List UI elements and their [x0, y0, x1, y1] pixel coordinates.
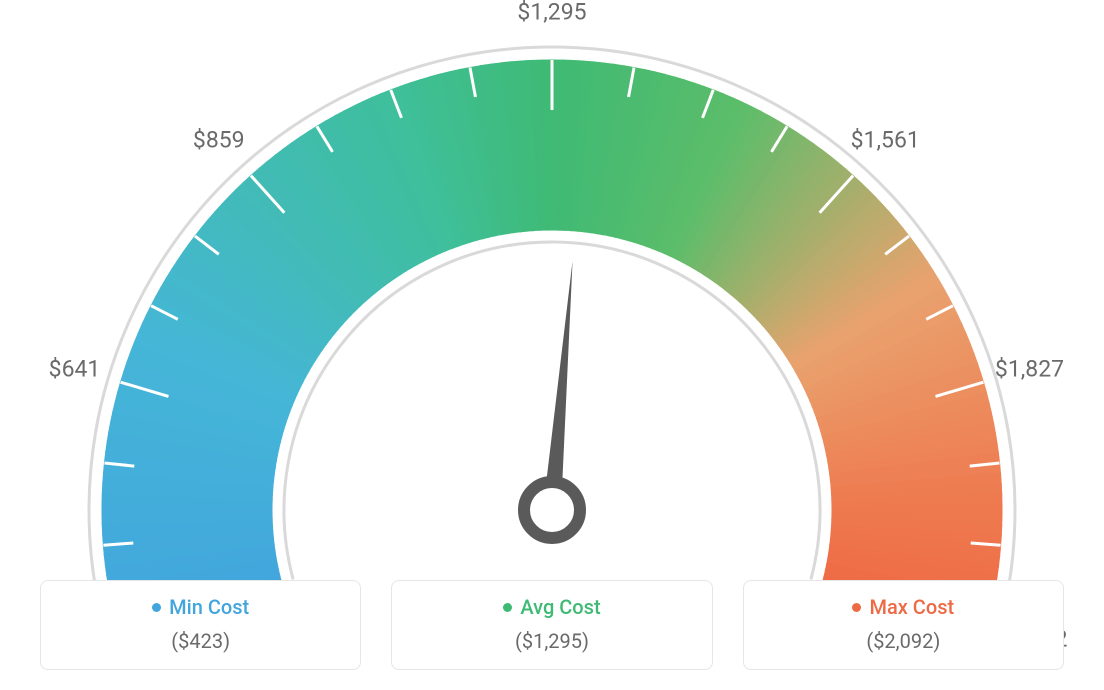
cost-gauge: $423$641$859$1,295$1,561$1,827$2,092: [0, 0, 1104, 580]
legend-card-min: Min Cost ($423): [40, 580, 361, 670]
gauge-tick-label: $1,827: [995, 355, 1064, 382]
legend-value-min: ($423): [51, 629, 350, 653]
legend-value-avg: ($1,295): [402, 629, 701, 653]
legend-title-text: Avg Cost: [520, 595, 600, 619]
legend-value-max: ($2,092): [754, 629, 1053, 653]
legend-title-text: Min Cost: [169, 595, 249, 619]
legend-title-text: Max Cost: [869, 595, 954, 619]
gauge-tick-label: $859: [193, 126, 245, 153]
legend-title-avg: Avg Cost: [503, 595, 600, 619]
legend-title-max: Max Cost: [852, 595, 954, 619]
legend-row: Min Cost ($423) Avg Cost ($1,295) Max Co…: [40, 580, 1064, 670]
gauge-tick-label: $641: [49, 355, 101, 382]
legend-card-avg: Avg Cost ($1,295): [391, 580, 712, 670]
legend-title-min: Min Cost: [152, 595, 249, 619]
dot-icon: [152, 603, 161, 612]
dot-icon: [852, 603, 861, 612]
legend-card-max: Max Cost ($2,092): [743, 580, 1064, 670]
gauge-tick-label: $1,295: [517, 0, 586, 26]
gauge-svg: [0, 0, 1104, 580]
gauge-tick-label: $1,561: [851, 126, 920, 153]
dot-icon: [503, 603, 512, 612]
